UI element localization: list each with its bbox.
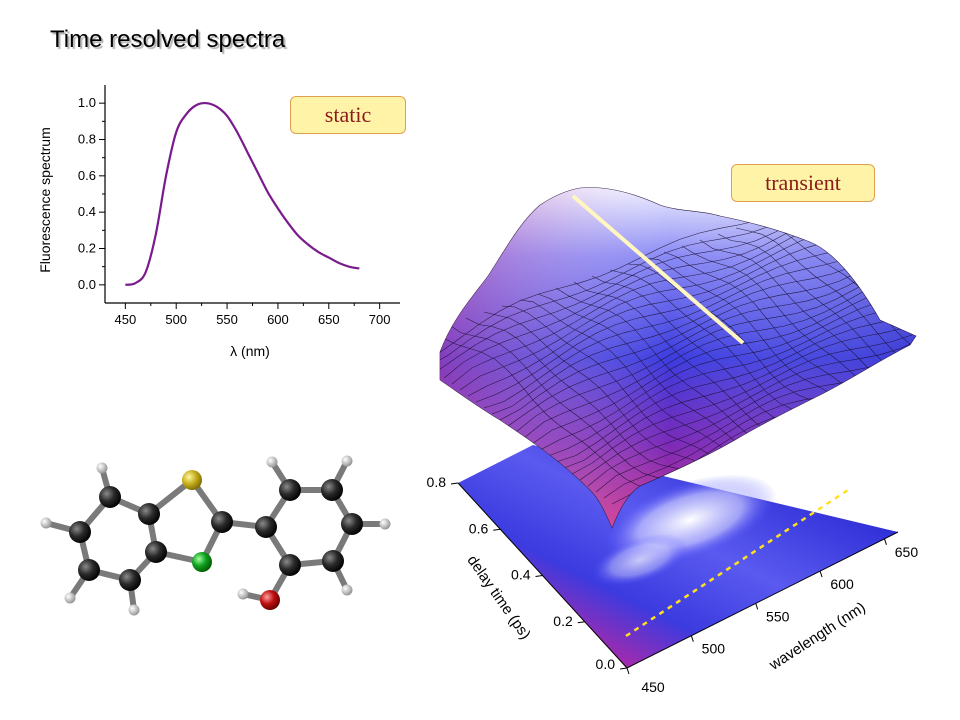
delay-tick-label: 0.8 (427, 474, 447, 490)
wavelength-tick-label: 600 (830, 576, 854, 592)
delay-tick-label: 0.0 (596, 656, 616, 672)
delay-tick (450, 482, 459, 485)
delay-tick (577, 621, 585, 624)
transient-tag: transient (731, 164, 875, 202)
wavelength-tick (819, 570, 823, 578)
carbon-atom (145, 541, 167, 563)
wavelength-tick (755, 603, 759, 610)
wavelength-tick (883, 538, 887, 545)
mesh-line (537, 293, 773, 458)
floor-dotted-line (625, 488, 849, 638)
y-tick-label: 1.0 (78, 95, 96, 110)
hydrogen-atom (379, 518, 391, 530)
mesh-line (501, 305, 737, 472)
mesh-line (539, 233, 916, 451)
spectrum-line (125, 101, 360, 286)
carbon-atom (69, 521, 91, 543)
mesh-line (735, 227, 916, 391)
x-tick-label: 700 (369, 312, 391, 327)
delay-tick-label: 0.4 (511, 567, 531, 583)
carbon-atom (138, 503, 160, 525)
static-tag: static (290, 96, 406, 134)
carbon-atom (321, 479, 343, 501)
wavelength-tick-label: 450 (641, 679, 665, 695)
mesh-line (579, 270, 916, 481)
x-tick-label: 550 (216, 312, 238, 327)
mesh-line (440, 329, 665, 491)
x-tick-label: 450 (114, 312, 136, 327)
y-tick-label: 0.4 (78, 204, 96, 219)
x-tick-label: 600 (267, 312, 289, 327)
carbon-atom (255, 516, 277, 538)
y-tick-label: 0.8 (78, 132, 96, 147)
mesh-line (465, 317, 701, 478)
carbon-atom (78, 559, 100, 581)
mesh-line (483, 311, 719, 475)
mesh-line (523, 228, 916, 439)
y-tick-label: 0.6 (78, 168, 96, 183)
sulfur-atom (182, 470, 202, 490)
x-tick-label: 650 (318, 312, 340, 327)
mesh-line (595, 282, 916, 493)
carbon-atom (279, 554, 301, 576)
x-axis-label: λ (nm) (230, 343, 270, 359)
mesh-line (547, 237, 916, 457)
delay-tick-label: 0.2 (553, 613, 573, 629)
wavelength-tick (626, 667, 630, 675)
wavelength-tick-label: 650 (895, 544, 919, 560)
hydrogen-atom (266, 456, 278, 468)
hydrogen-atom (341, 584, 353, 596)
wavelength-tick-label: 550 (766, 608, 790, 624)
x-tick-label: 500 (165, 312, 187, 327)
carbon-atom (322, 550, 344, 572)
hydrogen-atom (128, 604, 140, 616)
floor-glow-2 (591, 533, 689, 587)
delay-tick (619, 667, 628, 670)
y-axis-label: Fluorescence spectrum (37, 127, 53, 273)
mesh-line (587, 277, 916, 487)
nitrogen-atom (192, 552, 212, 572)
oxygen-atom (260, 590, 280, 610)
carbon-atom (279, 479, 301, 501)
mesh-line (555, 243, 916, 463)
carbon-atom (119, 569, 141, 591)
delay-tick (493, 528, 501, 531)
mesh-line (571, 261, 916, 475)
delay-tick (535, 575, 543, 577)
delay-tick-label: 0.6 (469, 520, 489, 536)
hydrogen-atom (40, 517, 52, 529)
mesh-line (531, 231, 916, 445)
wavelength-tick (690, 635, 694, 642)
hydrogen-atom (341, 455, 353, 467)
peak-trace-line (571, 194, 745, 345)
mesh-line (515, 223, 916, 433)
wavelength-tick-label: 500 (702, 641, 726, 657)
carbon-atom (211, 511, 233, 533)
page-title: Time resolved spectra (50, 26, 286, 53)
hydrogen-atom (96, 462, 108, 474)
y-tick-label: 0.0 (78, 277, 96, 292)
carbon-atom (99, 486, 121, 508)
mesh-line (563, 252, 916, 469)
wavelength-axis (626, 531, 899, 669)
hydrogen-atom (237, 588, 249, 600)
carbon-atom (341, 513, 363, 535)
mesh-line (447, 323, 683, 483)
y-tick-label: 0.2 (78, 241, 96, 256)
hydrogen-atom (64, 592, 76, 604)
